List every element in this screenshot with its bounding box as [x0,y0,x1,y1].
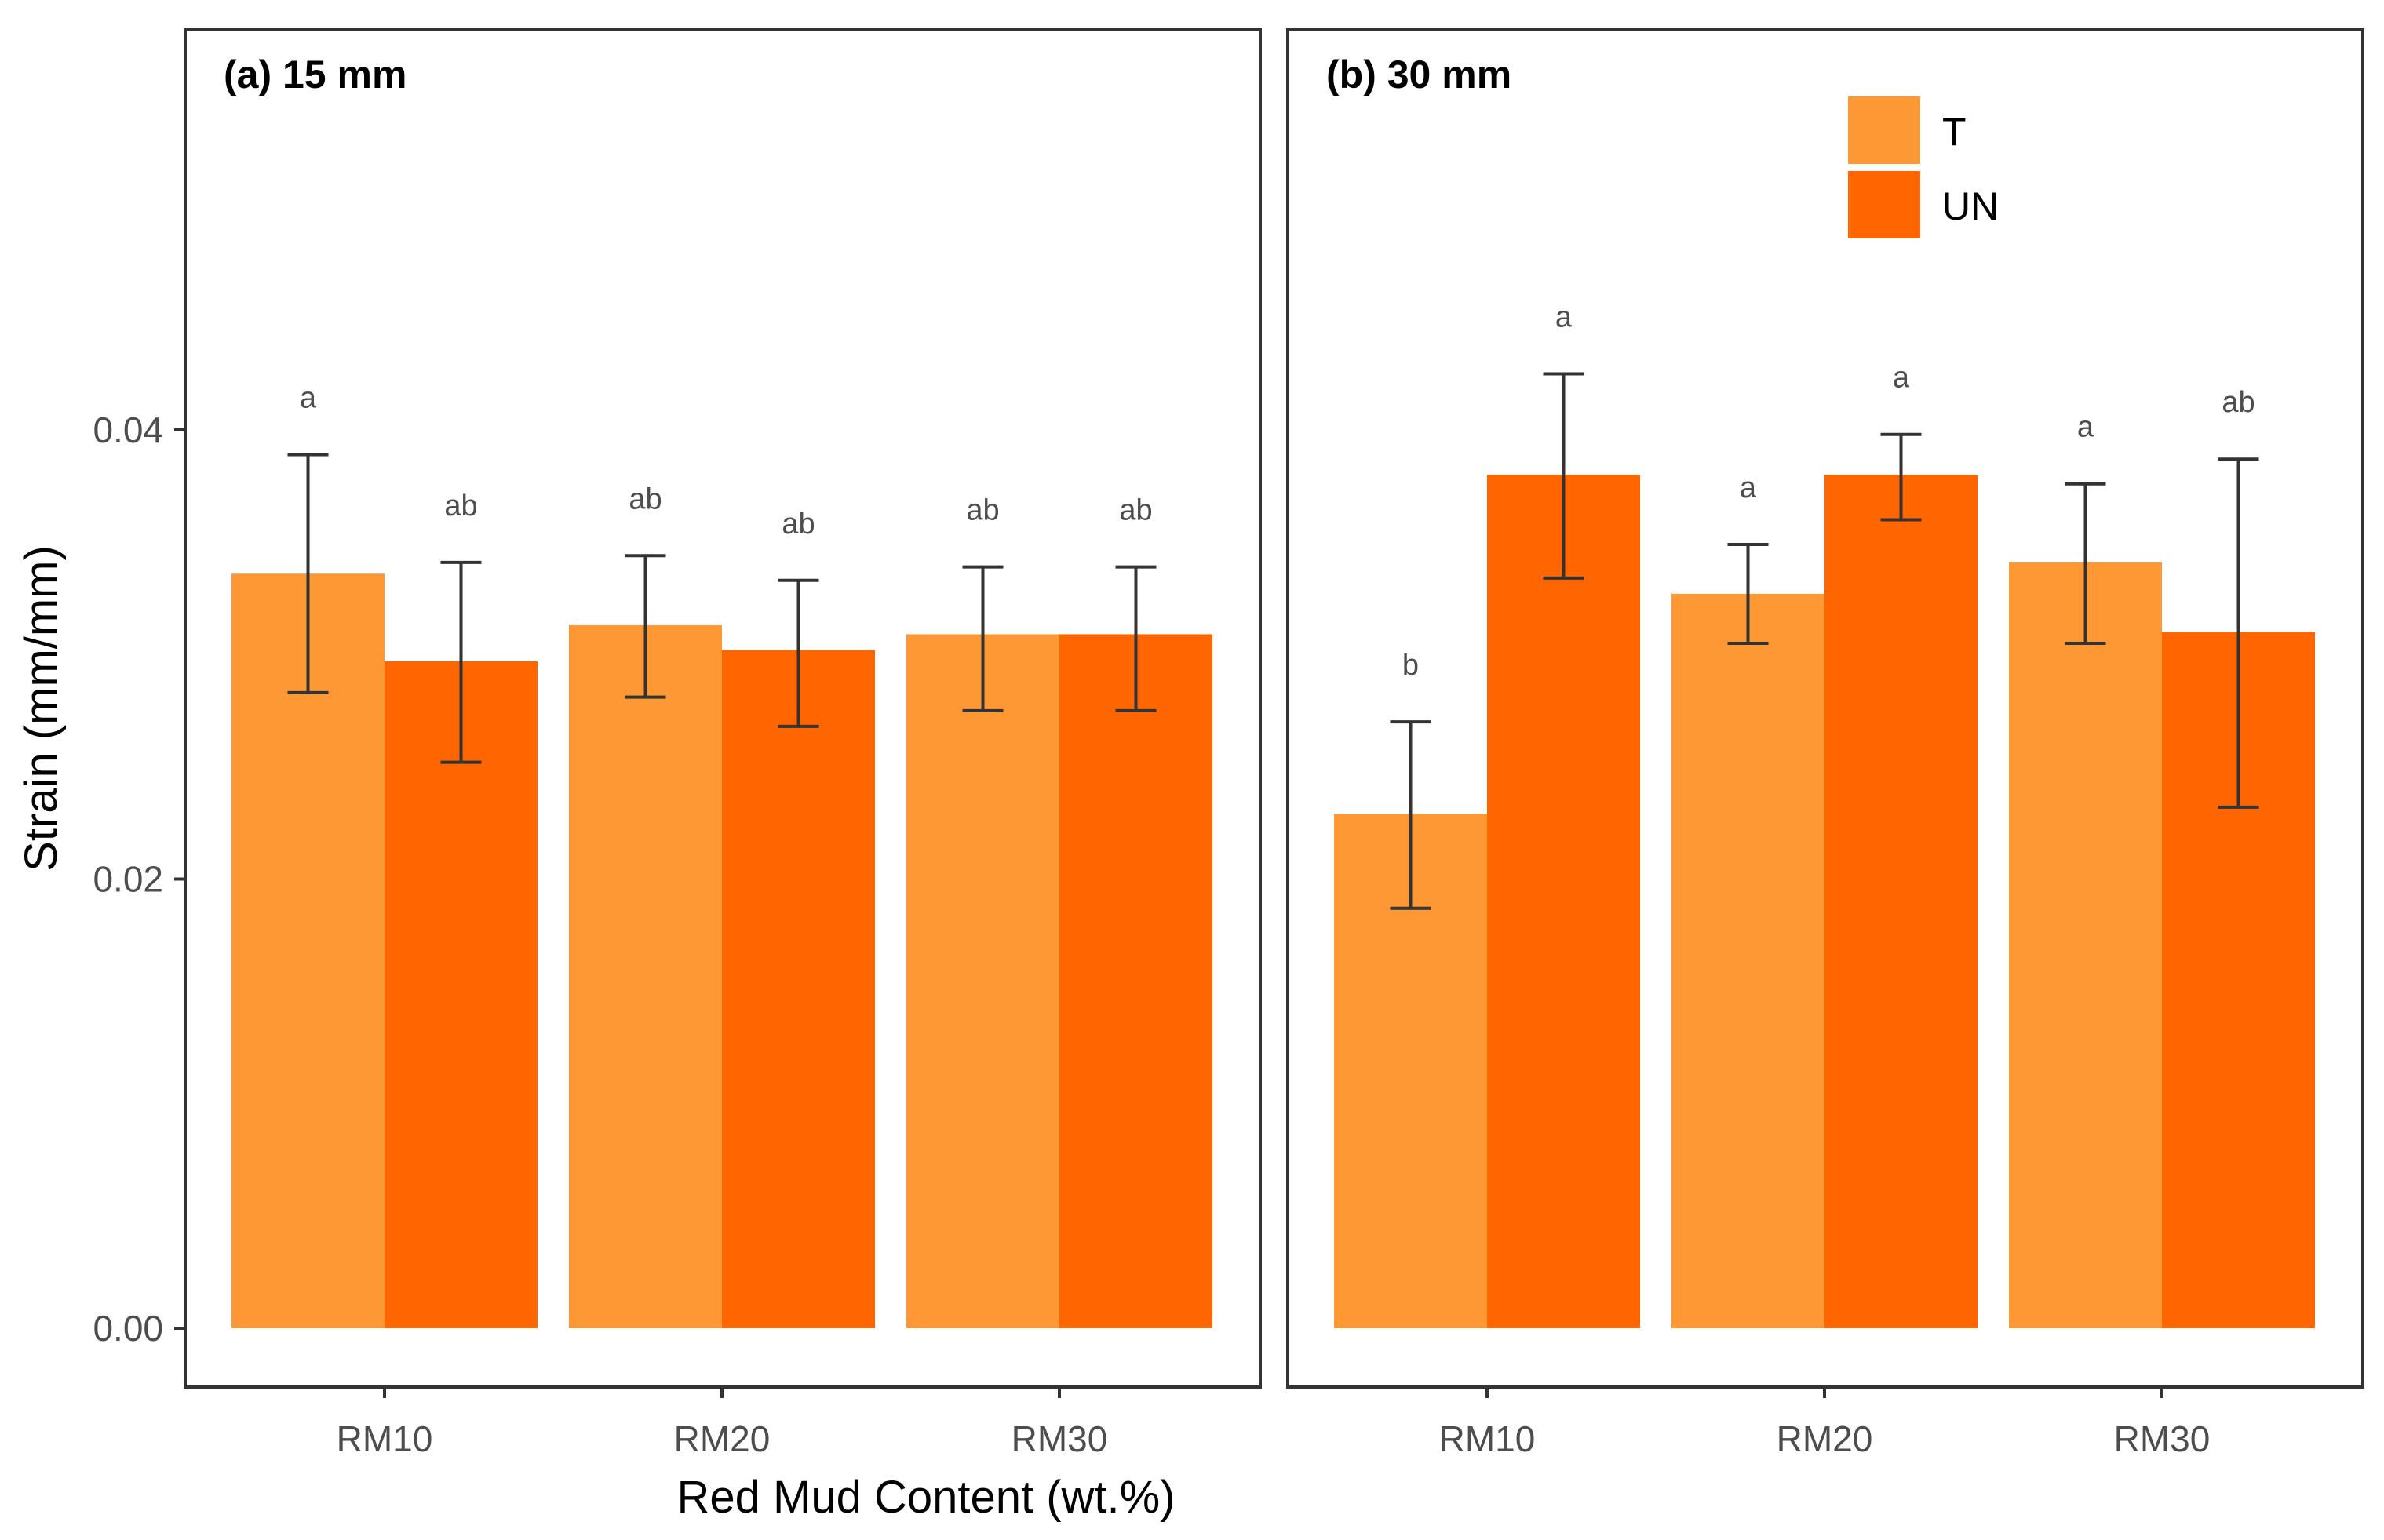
legend-label-t: T [1942,110,1967,154]
bar-b-rm30-t [2009,562,2162,1328]
y-tick-label: 0.04 [93,410,163,450]
errorbar-a-rm20-un [778,578,819,728]
x-tick-label-b-rm10: RM10 [1439,1418,1536,1459]
sig-label-a-rm20-un: ab [782,508,815,541]
sig-label-a-rm10-t: a [300,381,317,414]
y-axis-title: Strain (mm/mm) [16,545,67,872]
errorbar-a-rm30-un [1115,565,1157,712]
errorbar-a-rm30-t [962,565,1004,712]
sig-label-b-rm10-t: b [1402,649,1419,682]
panel-a-marks: a ab ab ab ab ab [231,381,1212,1328]
x-tick-label-a-rm10: RM10 [337,1418,433,1459]
errorbar-b-rm30-t [2065,482,2106,645]
sig-label-b-rm20-un: a [1893,362,1910,395]
bar-a-rm30-un [1059,634,1212,1328]
sig-label-a-rm20-t: ab [629,482,662,515]
sig-label-b-rm30-un: ab [2222,386,2255,419]
x-tick-label-a-rm30: RM30 [1012,1418,1108,1459]
errorbar-b-rm10-un [1543,372,1584,580]
legend: T UN [1848,96,1999,238]
x-axis: RM10 RM20 RM30 RM10 RM20 RM30 [337,1387,2211,1459]
legend-swatch-un [1848,171,1920,238]
x-tick-label-a-rm20: RM20 [674,1418,771,1459]
bar-a-rm30-t [906,634,1059,1328]
sig-label-a-rm30-t: ab [966,494,999,527]
x-tick-label-b-rm20: RM20 [1777,1418,1873,1459]
bar-a-rm20-un [722,650,875,1328]
legend-swatch-t [1848,96,1920,164]
errorbar-b-rm10-t [1390,720,1431,910]
bar-a-rm20-t [569,625,722,1328]
sig-label-a-rm30-un: ab [1119,494,1152,527]
y-tick-label: 0.00 [93,1308,163,1349]
x-tick-label-b-rm30: RM30 [2114,1418,2211,1459]
bar-b-rm20-un [1824,475,1978,1328]
sig-label-b-rm10-un: a [1555,300,1573,333]
panel-b-marks: b a a a a ab [1334,300,2315,1328]
errorbar-a-rm20-t [625,554,666,699]
x-axis-title: Red Mud Content (wt.%) [676,1472,1175,1523]
panel-a-title: (a) 15 mm [224,53,406,96]
legend-label-un: UN [1942,184,1999,228]
sig-label-b-rm20-t: a [1740,471,1757,504]
sig-label-a-rm10-un: ab [444,490,477,522]
errorbar-b-rm20-t [1727,542,1769,645]
errorbar-b-rm20-un [1880,432,1922,522]
errorbar-a-rm10-t [287,453,329,694]
sig-label-b-rm30-t: a [2077,411,2094,444]
bar-a-rm10-un [385,661,538,1328]
panel-a: a ab ab ab ab ab (a) 15 mm [184,28,1262,1389]
panel-b: b a a a a ab (b) 30 mm [1286,28,2364,1389]
y-axis: 0.00 0.02 0.04 [93,410,185,1349]
bar-b-rm20-t [1671,593,1824,1328]
y-tick-label: 0.02 [93,859,163,900]
bar-a-rm10-t [231,573,385,1328]
errorbar-a-rm10-un [440,560,482,764]
errorbar-b-rm30-un [2218,457,2259,809]
bar-b-rm10-un [1487,475,1640,1328]
panel-b-title: (b) 30 mm [1326,53,1511,96]
